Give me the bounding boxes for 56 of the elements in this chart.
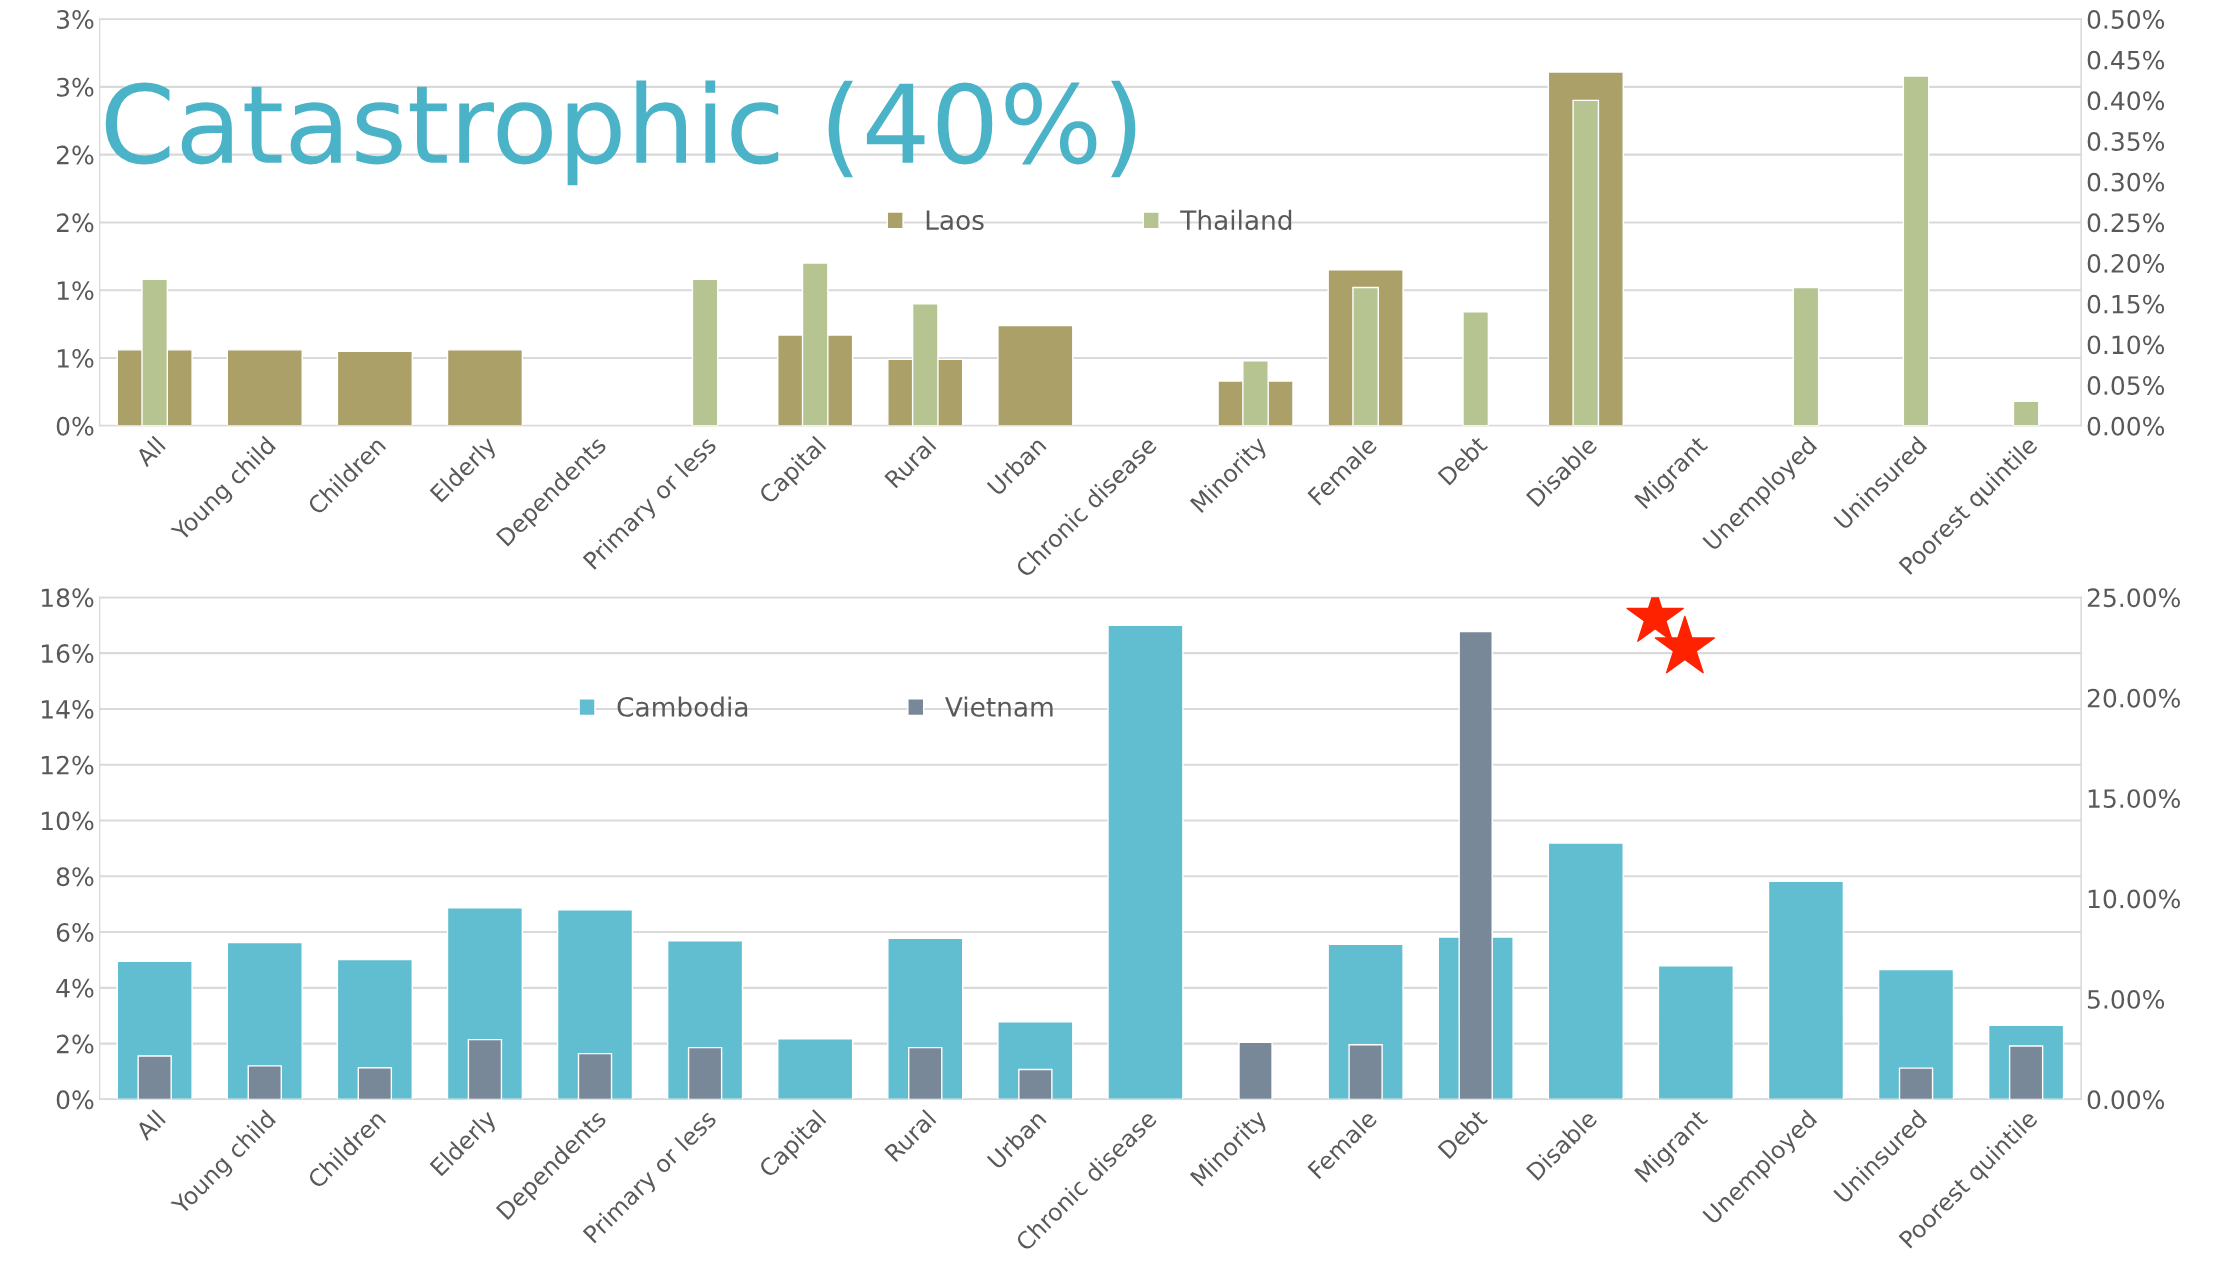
y2-tick-label: 0.10%	[2087, 335, 2165, 355]
y2-tick-label: 0.30%	[2087, 172, 2165, 192]
bar	[446, 349, 524, 426]
bar	[1547, 842, 1624, 1100]
bar	[336, 350, 413, 426]
y2-tick-label: 20.00%	[2087, 688, 2180, 708]
y2-tick-label: 0.05%	[2087, 376, 2165, 395]
y-tick-label: 3%	[57, 77, 94, 97]
y2-tick-label: 0.45%	[2087, 50, 2165, 70]
bar	[1792, 286, 1820, 426]
legend-label: Thailand	[1180, 209, 1292, 231]
y2-tick-label: 0.20%	[2087, 254, 2165, 273]
y-tick-label: 0%	[56, 416, 94, 436]
bar	[997, 324, 1074, 426]
y2-tick-label: 25.00%	[2087, 588, 2180, 608]
y2-tick-label: 0.00%	[2087, 416, 2165, 436]
y2-tick-label: 5.00%	[2087, 989, 2165, 1009]
y-tick-label: 4%	[56, 978, 94, 998]
y2-tick-label: 0.35%	[2087, 132, 2165, 151]
y-tick-label: 0%	[56, 1090, 94, 1110]
y-tick-label: 12%	[41, 755, 94, 775]
bar	[226, 349, 303, 426]
y-tick-label: 1%	[57, 348, 94, 368]
y2-tick-label: 0.40%	[2087, 91, 2165, 111]
y-tick-label: 2%	[56, 1034, 94, 1054]
bar	[2012, 400, 2040, 426]
y2-tick-label: 15.00%	[2088, 789, 2180, 809]
bar	[1462, 311, 1490, 426]
y2-tick-label: 0.15%	[2087, 294, 2165, 314]
legend-label: Laos	[926, 210, 984, 231]
y-tick-label: 6%	[56, 923, 94, 942]
legend-label: Cambodia	[617, 696, 748, 717]
y2-tick-label: 0.00%	[2087, 1090, 2165, 1110]
y-tick-label: 10%	[41, 811, 94, 831]
y-tick-label: 1%	[57, 281, 94, 301]
bar	[1657, 965, 1734, 1100]
y-tick-label: 14%	[41, 699, 94, 719]
y2-tick-label: 10.00%	[2088, 889, 2180, 909]
bar	[1238, 1041, 1273, 1100]
x-tick-label: All	[134, 1109, 166, 1141]
y-tick-label: 2%	[56, 145, 94, 165]
y2-tick-label: 0.25%	[2087, 213, 2165, 233]
y-tick-label: 8%	[56, 867, 94, 887]
bar	[1767, 880, 1845, 1100]
bar	[1902, 75, 1930, 426]
y-tick-label: 18%	[41, 588, 94, 608]
bar	[691, 278, 719, 426]
bar	[777, 1038, 854, 1100]
y-tick-label: 3%	[57, 10, 94, 29]
text: Catastrophic (40%)	[105, 80, 1136, 186]
bar	[1107, 624, 1184, 1100]
y-tick-label: 16%	[41, 644, 94, 664]
legend-label: Vietnam	[945, 696, 1053, 717]
x-tick-label: All	[134, 435, 166, 468]
y2-tick-label: 0.50%	[2087, 10, 2165, 29]
y-tick-label: 2%	[56, 213, 94, 233]
